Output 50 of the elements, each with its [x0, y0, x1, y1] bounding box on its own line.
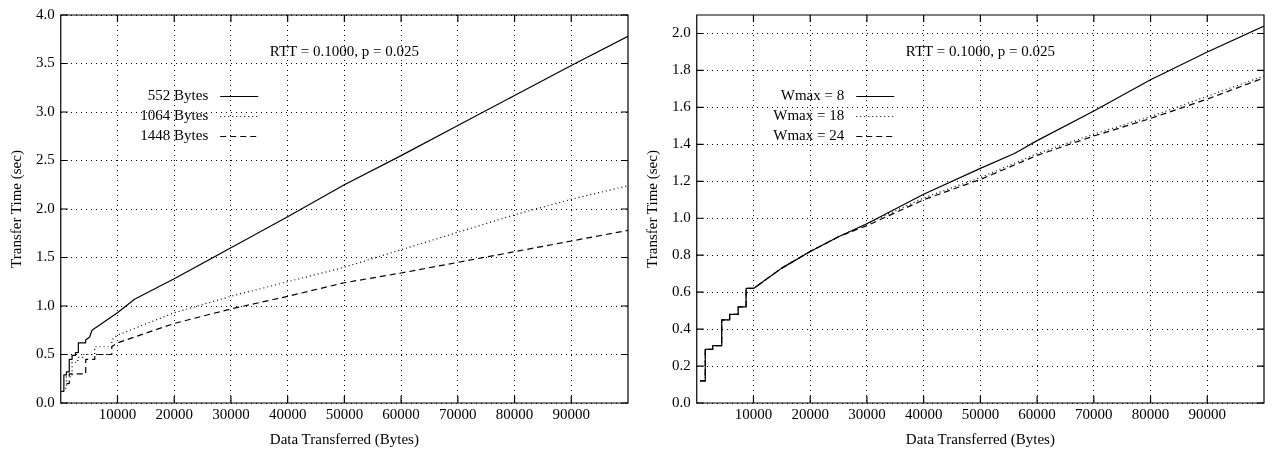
y-tick-label: 1.4: [672, 135, 692, 152]
x-tick-label: 60000: [1018, 405, 1056, 422]
y-tick-label: 1.0: [672, 209, 691, 226]
x-tick-label: 30000: [848, 405, 886, 422]
x-tick-label: 90000: [1188, 405, 1227, 422]
y-tick-label: 2.0: [36, 199, 55, 216]
x-tick-label: 80000: [1131, 405, 1170, 422]
y-axis-title: Transfer Time (sec): [643, 150, 661, 268]
y-tick-label: 0.5: [36, 345, 55, 362]
x-tick-label: 40000: [268, 405, 307, 422]
y-tick-label: 0.2: [672, 356, 691, 373]
x-tick-label: 70000: [1075, 405, 1113, 422]
y-tick-label: 1.8: [672, 61, 691, 78]
y-tick-label: 1.6: [672, 98, 692, 115]
legend-label: Wmax = 8: [780, 87, 845, 104]
x-tick-label: 80000: [495, 405, 534, 422]
x-tick-label: 70000: [439, 405, 477, 422]
x-tick-label: 10000: [98, 405, 137, 422]
y-tick-label: 1.5: [36, 248, 55, 265]
x-tick-label: 30000: [212, 405, 250, 422]
legend-label: 1448 Bytes: [140, 127, 209, 144]
x-tick-label: 90000: [552, 405, 591, 422]
y-tick-label: 1.0: [36, 296, 55, 313]
legend-label: 552 Bytes: [147, 87, 209, 104]
y-tick-label: 3.5: [36, 54, 55, 71]
y-tick-label: 2.5: [36, 151, 55, 168]
y-tick-label: 0.4: [672, 320, 692, 337]
y-tick-label: 3.0: [36, 102, 55, 119]
y-tick-label: 0.0: [36, 393, 55, 410]
y-tick-label: 0.0: [672, 393, 691, 410]
x-tick-label: 20000: [155, 405, 193, 422]
x-axis-title: Data Transferred (Bytes): [269, 430, 419, 448]
x-axis-title: Data Transferred (Bytes): [905, 430, 1055, 448]
x-tick-label: 10000: [734, 405, 773, 422]
legend-label: Wmax = 24: [773, 127, 845, 144]
annotation: RTT = 0.1000, p = 0.025: [269, 42, 419, 59]
x-tick-label: 40000: [904, 405, 943, 422]
y-tick-label: 1.2: [672, 172, 691, 189]
x-tick-label: 60000: [382, 405, 420, 422]
y-tick-label: 0.8: [672, 246, 691, 263]
legend-label: Wmax = 18: [773, 107, 845, 124]
annotation: RTT = 0.1000, p = 0.025: [905, 42, 1055, 59]
y-tick-label: 0.6: [672, 283, 692, 300]
x-tick-label: 20000: [791, 405, 829, 422]
x-tick-label: 50000: [325, 405, 364, 422]
y-tick-label: 4.0: [36, 5, 55, 22]
y-axis-title: Transfer Time (sec): [7, 150, 25, 268]
y-tick-label: 2.0: [672, 24, 691, 41]
x-tick-label: 50000: [961, 405, 1000, 422]
legend-label: 1064 Bytes: [140, 107, 209, 124]
